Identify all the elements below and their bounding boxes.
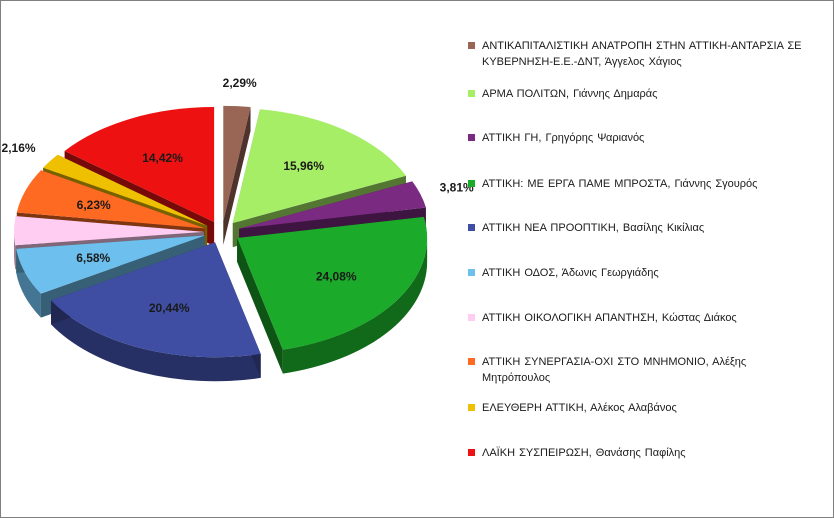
pie-slice	[239, 181, 426, 229]
legend-item: ΑΤΤΙΚΗ ΣΥΝΕΡΓΑΣΙΑ-ΟΧΙ ΣΤΟ ΜΝΗΜΟΝΙΟ, Αλέξ…	[468, 354, 818, 386]
legend-swatch	[468, 90, 475, 97]
legend-item: ΑΡΜΑ ΠΟΛΙΤΩΝ, Γιάννης Δημαράς	[468, 86, 818, 102]
pie-data-label: 20,44%	[149, 301, 190, 315]
pie-slice	[16, 170, 205, 229]
legend-label: ΑΤΤΙΚΗ ΟΙΚΟΛΟΓΙΚΗ ΑΠΑΝΤΗΣΗ, Κώστας Διάκο…	[482, 312, 737, 324]
legend-swatch	[468, 180, 475, 187]
legend-swatch	[468, 134, 475, 141]
pie-tops	[14, 105, 428, 358]
legend-label: ΑΡΜΑ ΠΟΛΙΤΩΝ, Γιάννης Δημαράς	[482, 88, 658, 100]
pie-slice-side	[51, 300, 261, 382]
legend-label: ΑΤΤΙΚΗ: ΜΕ ΕΡΓΑ ΠΑΜΕ ΜΠΡΟΣΤΑ, Γιάννης Σγ…	[482, 178, 758, 190]
pie-slice-side	[16, 248, 41, 318]
pie-data-label: 2,29%	[223, 76, 257, 90]
legend-swatch	[468, 269, 475, 276]
pie-data-label: 6,58%	[76, 251, 110, 265]
pie-slice	[16, 235, 205, 294]
legend-label: ΑΤΤΙΚΗ ΣΥΝΕΡΓΑΣΙΑ-ΟΧΙ ΣΤΟ ΜΝΗΜΟΝΙΟ, Αλέξ…	[482, 356, 747, 384]
pie-slice-face	[223, 107, 251, 245]
pie-slice	[43, 154, 208, 226]
pie-data-label: 14,42%	[142, 151, 183, 165]
pie-slice	[232, 109, 406, 224]
pie-slice	[14, 216, 205, 246]
legend-swatch	[468, 358, 475, 365]
legend-label: ΑΝΤΙΚΑΠΙΤΑΛΙΣΤΙΚΗ ΑΝΑΤΡΟΠΗ ΣΤΗΝ ΑΤΤΙΚΗ-Α…	[482, 40, 802, 68]
pie-slice-side	[14, 231, 16, 270]
pie-data-label: 3,81%	[440, 180, 474, 194]
legend-item: ΑΤΤΙΚΗ ΟΙΚΟΛΟΓΙΚΗ ΑΠΑΝΤΗΣΗ, Κώστας Διάκο…	[468, 310, 818, 326]
legend-item: ΑΤΤΙΚΗ ΝΕΑ ΠΡΟΟΠΤΙΚΗ, Βασίλης Κικίλιας	[468, 220, 818, 236]
legend-item: ΑΤΤΙΚΗ: ΜΕ ΕΡΓΑ ΠΑΜΕ ΜΠΡΟΣΤΑ, Γιάννης Σγ…	[468, 176, 818, 192]
legend-swatch	[468, 314, 475, 321]
legend-item: ΑΝΤΙΚΑΠΙΤΑΛΙΣΤΙΚΗ ΑΝΑΤΡΟΠΗ ΣΤΗΝ ΑΤΤΙΚΗ-Α…	[468, 38, 818, 70]
legend-item: ΕΛΕΥΘΕΡΗ ΑΤΤΙΚΗ, Αλέκος Αλαβάνος	[468, 400, 818, 416]
pie-slice-side	[282, 238, 428, 374]
pie-data-label: 2,16%	[2, 141, 36, 155]
legend-label: ΕΛΕΥΘΕΡΗ ΑΤΤΙΚΗ, Αλέκος Αλαβάνος	[482, 402, 677, 414]
pie-slice	[64, 106, 215, 222]
legend-item: ΑΤΤΙΚΗ ΟΔΟΣ, Άδωνις Γεωργιάδης	[468, 265, 818, 281]
legend-label: ΑΤΤΙΚΗ ΓΗ, Γρηγόρης Ψαριανός	[482, 132, 645, 144]
legend-swatch	[468, 42, 475, 49]
legend-label: ΛΑΪΚΗ ΣΥΣΠΕΙΡΩΣΗ, Θανάσης Παφίλης	[482, 447, 686, 459]
legend-item: ΛΑΪΚΗ ΣΥΣΠΕΙΡΩΣΗ, Θανάσης Παφίλης	[468, 445, 818, 461]
pie-slice	[237, 216, 428, 350]
legend-swatch	[468, 449, 475, 456]
pie-data-label: 24,08%	[316, 270, 357, 284]
legend-item: ΑΤΤΙΚΗ ΓΗ, Γρηγόρης Ψαριανός	[468, 130, 818, 146]
pie-slice	[51, 242, 261, 358]
legend-label: ΑΤΤΙΚΗ ΝΕΑ ΠΡΟΟΠΤΙΚΗ, Βασίλης Κικίλιας	[482, 222, 705, 234]
pie-slice-face	[237, 238, 283, 374]
pie-labels: 2,29%15,96%3,81%24,08%20,44%6,58%4,04%6,…	[2, 76, 474, 315]
pie-slice	[223, 105, 251, 221]
legend-swatch	[468, 404, 475, 411]
pie-data-label: 15,96%	[283, 159, 324, 173]
pie-data-label: 6,23%	[77, 198, 111, 212]
legend-swatch	[468, 224, 475, 231]
legend-label: ΑΤΤΙΚΗ ΟΔΟΣ, Άδωνις Γεωργιάδης	[482, 267, 659, 279]
